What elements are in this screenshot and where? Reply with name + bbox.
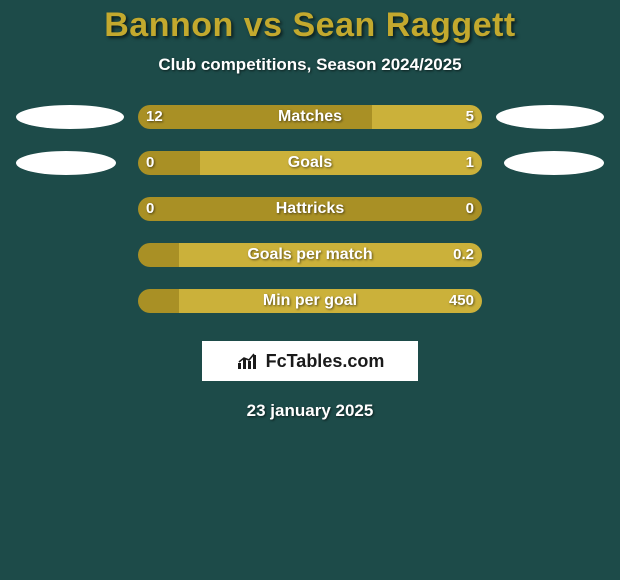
stat-bar: 450Min per goal — [138, 289, 482, 313]
player-ellipse-right — [496, 105, 604, 129]
stat-bar: 01Goals — [138, 151, 482, 175]
stat-bar-left — [138, 289, 179, 313]
stat-bar-left — [138, 243, 179, 267]
comparison-widget: Bannon vs Sean Raggett Club competitions… — [0, 0, 620, 580]
stat-row: 00Hattricks — [10, 197, 610, 221]
stat-bar: 0.2Goals per match — [138, 243, 482, 267]
player-ellipse-right — [504, 151, 604, 175]
stat-row: 0.2Goals per match — [10, 243, 610, 267]
stat-bar: 00Hattricks — [138, 197, 482, 221]
stat-value-right: 5 — [466, 105, 474, 129]
player-ellipse-left — [16, 105, 124, 129]
stat-row: 125Matches — [10, 105, 610, 129]
stat-bar-right — [200, 151, 482, 175]
subtitle: Club competitions, Season 2024/2025 — [0, 55, 620, 75]
page-title: Bannon vs Sean Raggett — [0, 0, 620, 45]
stat-bar-right — [179, 243, 482, 267]
stat-value-left: 0 — [146, 197, 154, 221]
stat-bar-left — [138, 105, 372, 129]
stat-row: 450Min per goal — [10, 289, 610, 313]
date-text: 23 january 2025 — [0, 401, 620, 421]
stat-bar-right — [179, 289, 482, 313]
stat-value-left: 12 — [146, 105, 163, 129]
stat-value-right: 0.2 — [453, 243, 474, 267]
stat-value-right: 450 — [449, 289, 474, 313]
player-ellipse-left — [16, 151, 116, 175]
stat-row: 01Goals — [10, 151, 610, 175]
stat-value-right: 0 — [466, 197, 474, 221]
stat-rows: 125Matches01Goals00Hattricks0.2Goals per… — [0, 105, 620, 313]
brand-box: FcTables.com — [202, 341, 418, 381]
brand-text: FcTables.com — [266, 351, 385, 372]
stat-bar-left — [138, 197, 482, 221]
stat-bar: 125Matches — [138, 105, 482, 129]
stat-value-right: 1 — [466, 151, 474, 175]
brand-chart-icon — [236, 351, 260, 371]
stat-value-left: 0 — [146, 151, 154, 175]
